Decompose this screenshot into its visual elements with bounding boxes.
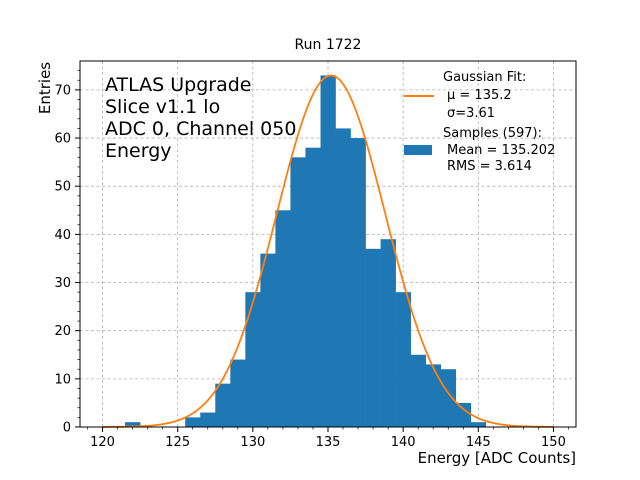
- x-tick-label: 145: [466, 435, 491, 450]
- histogram-bar: [470, 422, 487, 427]
- gaussian-fit-line: [102, 74, 554, 428]
- x-tick-label: 125: [165, 435, 190, 450]
- annotation-block: ATLAS Upgrade Slice v1.1 lo ADC 0, Chann…: [105, 74, 296, 162]
- legend: Gaussian Fit: μ = 135.2 σ=3.61 Samples (…: [404, 70, 555, 174]
- annotation-line-3: ADC 0, Channel 050: [105, 118, 296, 140]
- histogram-bar: [200, 412, 216, 427]
- histogram-bar: [395, 292, 411, 427]
- y-tick-label: 10: [54, 372, 71, 387]
- y-tick-label: 60: [54, 132, 71, 147]
- y-tick-label: 0: [63, 421, 71, 436]
- x-tick-label: 135: [316, 435, 341, 450]
- histogram-bar: [335, 128, 351, 427]
- annotation-line-4: Energy: [105, 140, 172, 162]
- histogram-bar: [245, 292, 261, 427]
- histogram-bar: [260, 253, 276, 427]
- histogram-bar: [185, 417, 201, 427]
- chart-title: Run 1722: [295, 37, 362, 53]
- x-axis-label: Energy [ADC Counts]: [418, 449, 576, 467]
- legend-fit-sigma: σ=3.61: [447, 106, 495, 121]
- histogram-bar: [290, 157, 306, 427]
- histogram-bar: [380, 239, 396, 427]
- histogram-bars: [125, 75, 487, 428]
- histogram-bar: [215, 383, 231, 427]
- annotation-line-2: Slice v1.1 lo: [105, 96, 220, 118]
- y-tick-label: 20: [54, 324, 71, 339]
- annotation-line-1: ATLAS Upgrade: [105, 74, 251, 96]
- y-axis-label: Entries: [36, 62, 54, 114]
- legend-fit-mu: μ = 135.2: [447, 88, 512, 103]
- histogram-bar: [455, 402, 472, 427]
- gaussian-fit-curve: [102, 74, 554, 428]
- histogram-bar: [440, 369, 457, 427]
- x-tick-label: 120: [90, 435, 115, 450]
- y-tick-label: 70: [54, 83, 71, 98]
- histogram-bar: [350, 138, 366, 428]
- histogram-bar: [365, 248, 381, 427]
- histogram-bar: [125, 422, 141, 427]
- histogram-bar: [320, 75, 336, 428]
- y-tick-label: 30: [54, 276, 71, 291]
- histogram-bar: [275, 210, 291, 427]
- x-tick-label: 130: [240, 435, 265, 450]
- legend-hist-mean: Mean = 135.202: [447, 143, 555, 158]
- histogram-bar: [410, 354, 426, 427]
- histogram-bar: [305, 147, 321, 427]
- histogram-bar: [425, 364, 442, 427]
- legend-hist-swatch: [404, 145, 432, 155]
- x-tick-label: 140: [391, 435, 416, 450]
- legend-fit-title: Gaussian Fit:: [443, 70, 526, 85]
- histogram-bar: [230, 359, 246, 427]
- legend-hist-title: Samples (597):: [443, 126, 542, 141]
- axis-ticks: 120 125 130 135 140 145 150 0 10 20 30 40 50 60 70: [54, 70, 569, 450]
- y-tick-label: 50: [54, 180, 71, 195]
- legend-hist-rms: RMS = 3.614: [447, 159, 532, 174]
- x-tick-label: 150: [541, 435, 566, 450]
- y-tick-label: 40: [54, 228, 71, 243]
